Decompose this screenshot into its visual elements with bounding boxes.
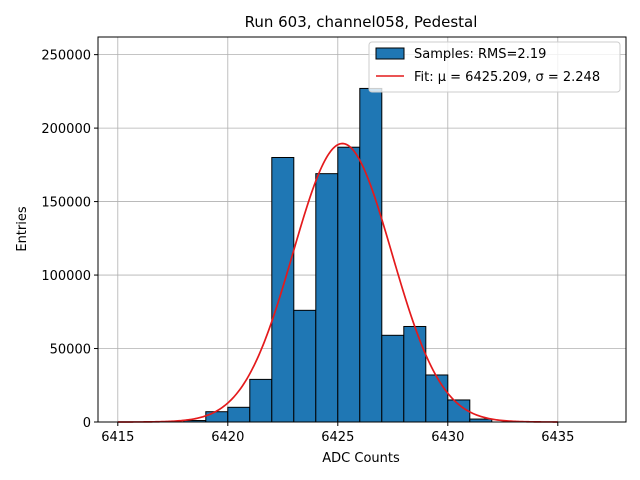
histogram-bar [425, 374, 449, 423]
x-tick-label: 6435 [541, 430, 574, 445]
fit-curve [117, 142, 558, 423]
histogram-bar [205, 411, 229, 423]
histogram-bar [227, 406, 251, 423]
plot-frame [97, 36, 627, 423]
legend-swatch-histogram [375, 47, 405, 60]
legend: Samples: RMS=2.19 Fit: μ = 6425.209, σ =… [368, 41, 621, 93]
y-tick-label: 200000 [41, 122, 91, 137]
y-tick-label: 100000 [41, 269, 91, 284]
y-tick-label: 0 [83, 416, 91, 431]
chart-title: Run 603, channel058, Pedestal [245, 13, 478, 31]
x-tick-label: 6420 [211, 430, 244, 445]
x-axis-ticks: 6415 6420 6425 6430 6435 [101, 422, 574, 445]
x-tick-label: 6415 [101, 430, 134, 445]
histogram-bar [403, 325, 427, 423]
histogram-bar [337, 146, 361, 423]
x-tick-label: 6425 [321, 430, 354, 445]
x-tick-label: 6430 [431, 430, 464, 445]
fit-curve-group [117, 142, 558, 423]
legend-label-fit: Fit: μ = 6425.209, σ = 2.248 [414, 70, 600, 85]
y-tick-label: 150000 [41, 196, 91, 211]
histogram-bar [249, 378, 273, 423]
histogram-bar [293, 309, 317, 423]
histogram-bar [381, 334, 405, 423]
x-axis-label: ADC Counts [322, 451, 400, 466]
histogram-bar [359, 87, 383, 423]
y-tick-label: 250000 [41, 49, 91, 64]
y-tick-label: 50000 [50, 343, 91, 358]
legend-box [368, 41, 621, 93]
histogram-bar [315, 173, 339, 423]
y-axis-label: Entries [15, 206, 30, 252]
legend-label-histogram: Samples: RMS=2.19 [414, 47, 546, 62]
y-axis-ticks: 0 50000 100000 150000 200000 250000 [41, 49, 98, 431]
